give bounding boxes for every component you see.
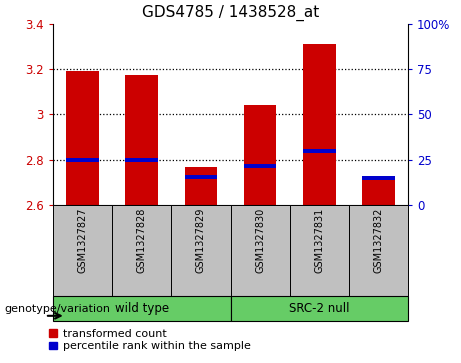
Bar — [185, 167, 217, 205]
Bar — [66, 71, 99, 205]
Bar — [290, 205, 349, 296]
Bar — [53, 296, 230, 321]
Bar — [171, 205, 230, 296]
Bar — [362, 180, 395, 205]
Text: wild type: wild type — [115, 302, 169, 315]
Bar — [362, 176, 395, 180]
Bar — [112, 205, 171, 296]
Text: GSM1327831: GSM1327831 — [314, 208, 324, 273]
Bar — [244, 105, 276, 205]
Text: GSM1327828: GSM1327828 — [137, 208, 147, 273]
Text: genotype/variation: genotype/variation — [5, 304, 111, 314]
Bar — [303, 148, 336, 153]
Bar — [244, 164, 276, 168]
Bar — [125, 158, 158, 162]
Text: GSM1327829: GSM1327829 — [196, 208, 206, 273]
Bar — [230, 205, 290, 296]
Text: SRC-2 null: SRC-2 null — [289, 302, 349, 315]
Legend: transformed count, percentile rank within the sample: transformed count, percentile rank withi… — [49, 329, 251, 351]
Bar — [349, 205, 408, 296]
Bar — [303, 44, 336, 205]
Bar — [53, 205, 112, 296]
Bar — [230, 296, 408, 321]
Bar — [125, 75, 158, 205]
Bar — [66, 158, 99, 162]
Title: GDS4785 / 1438528_at: GDS4785 / 1438528_at — [142, 5, 319, 21]
Text: GSM1327832: GSM1327832 — [373, 208, 384, 273]
Text: GSM1327827: GSM1327827 — [77, 208, 88, 273]
Bar — [185, 175, 217, 179]
Text: GSM1327830: GSM1327830 — [255, 208, 265, 273]
